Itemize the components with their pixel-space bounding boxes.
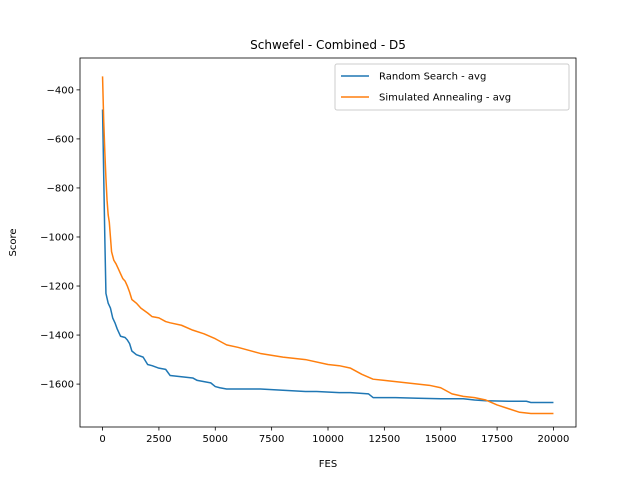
legend-box <box>334 63 570 111</box>
legend-label-1: Random Search - avg <box>379 72 486 83</box>
x-tick-label: 10000 <box>312 434 344 445</box>
x-axis-label: FES <box>319 459 337 470</box>
y-tick-label: −1600 <box>40 380 74 391</box>
series-layer <box>101 76 554 415</box>
x-tick-label: 5000 <box>203 434 228 445</box>
x-tick-label: 2500 <box>146 434 171 445</box>
y-tick-label: −1000 <box>40 232 74 243</box>
y-tick-label: −1400 <box>40 331 74 342</box>
axes-layer: 0 2500 5000 7500 10000 12500 15000 17500 20000 −4… <box>40 57 577 445</box>
plot-background <box>80 58 576 427</box>
y-tick-label: −400 <box>47 85 74 96</box>
y-tick-label: −800 <box>47 183 74 194</box>
x-tick-label: 7500 <box>259 434 284 445</box>
series-line-1 <box>101 109 554 404</box>
y-tick-label: −600 <box>47 134 74 145</box>
y-tick-label: −1200 <box>40 282 74 293</box>
y-axis-label: Score <box>8 228 19 256</box>
x-tick-label: 15000 <box>425 434 457 445</box>
x-tick-label: 12500 <box>368 434 400 445</box>
x-tick-label: 0 <box>99 434 105 445</box>
legend: Random Search - avg Simulated Annealing -… <box>334 63 570 111</box>
x-tick-label: 17500 <box>481 434 513 445</box>
x-tick-label: 20000 <box>538 434 570 445</box>
chart-title: Schwefel - Combined - D5 <box>250 38 406 52</box>
legend-label-2: Simulated Annealing - avg <box>379 93 511 104</box>
series-line-2 <box>101 76 554 415</box>
